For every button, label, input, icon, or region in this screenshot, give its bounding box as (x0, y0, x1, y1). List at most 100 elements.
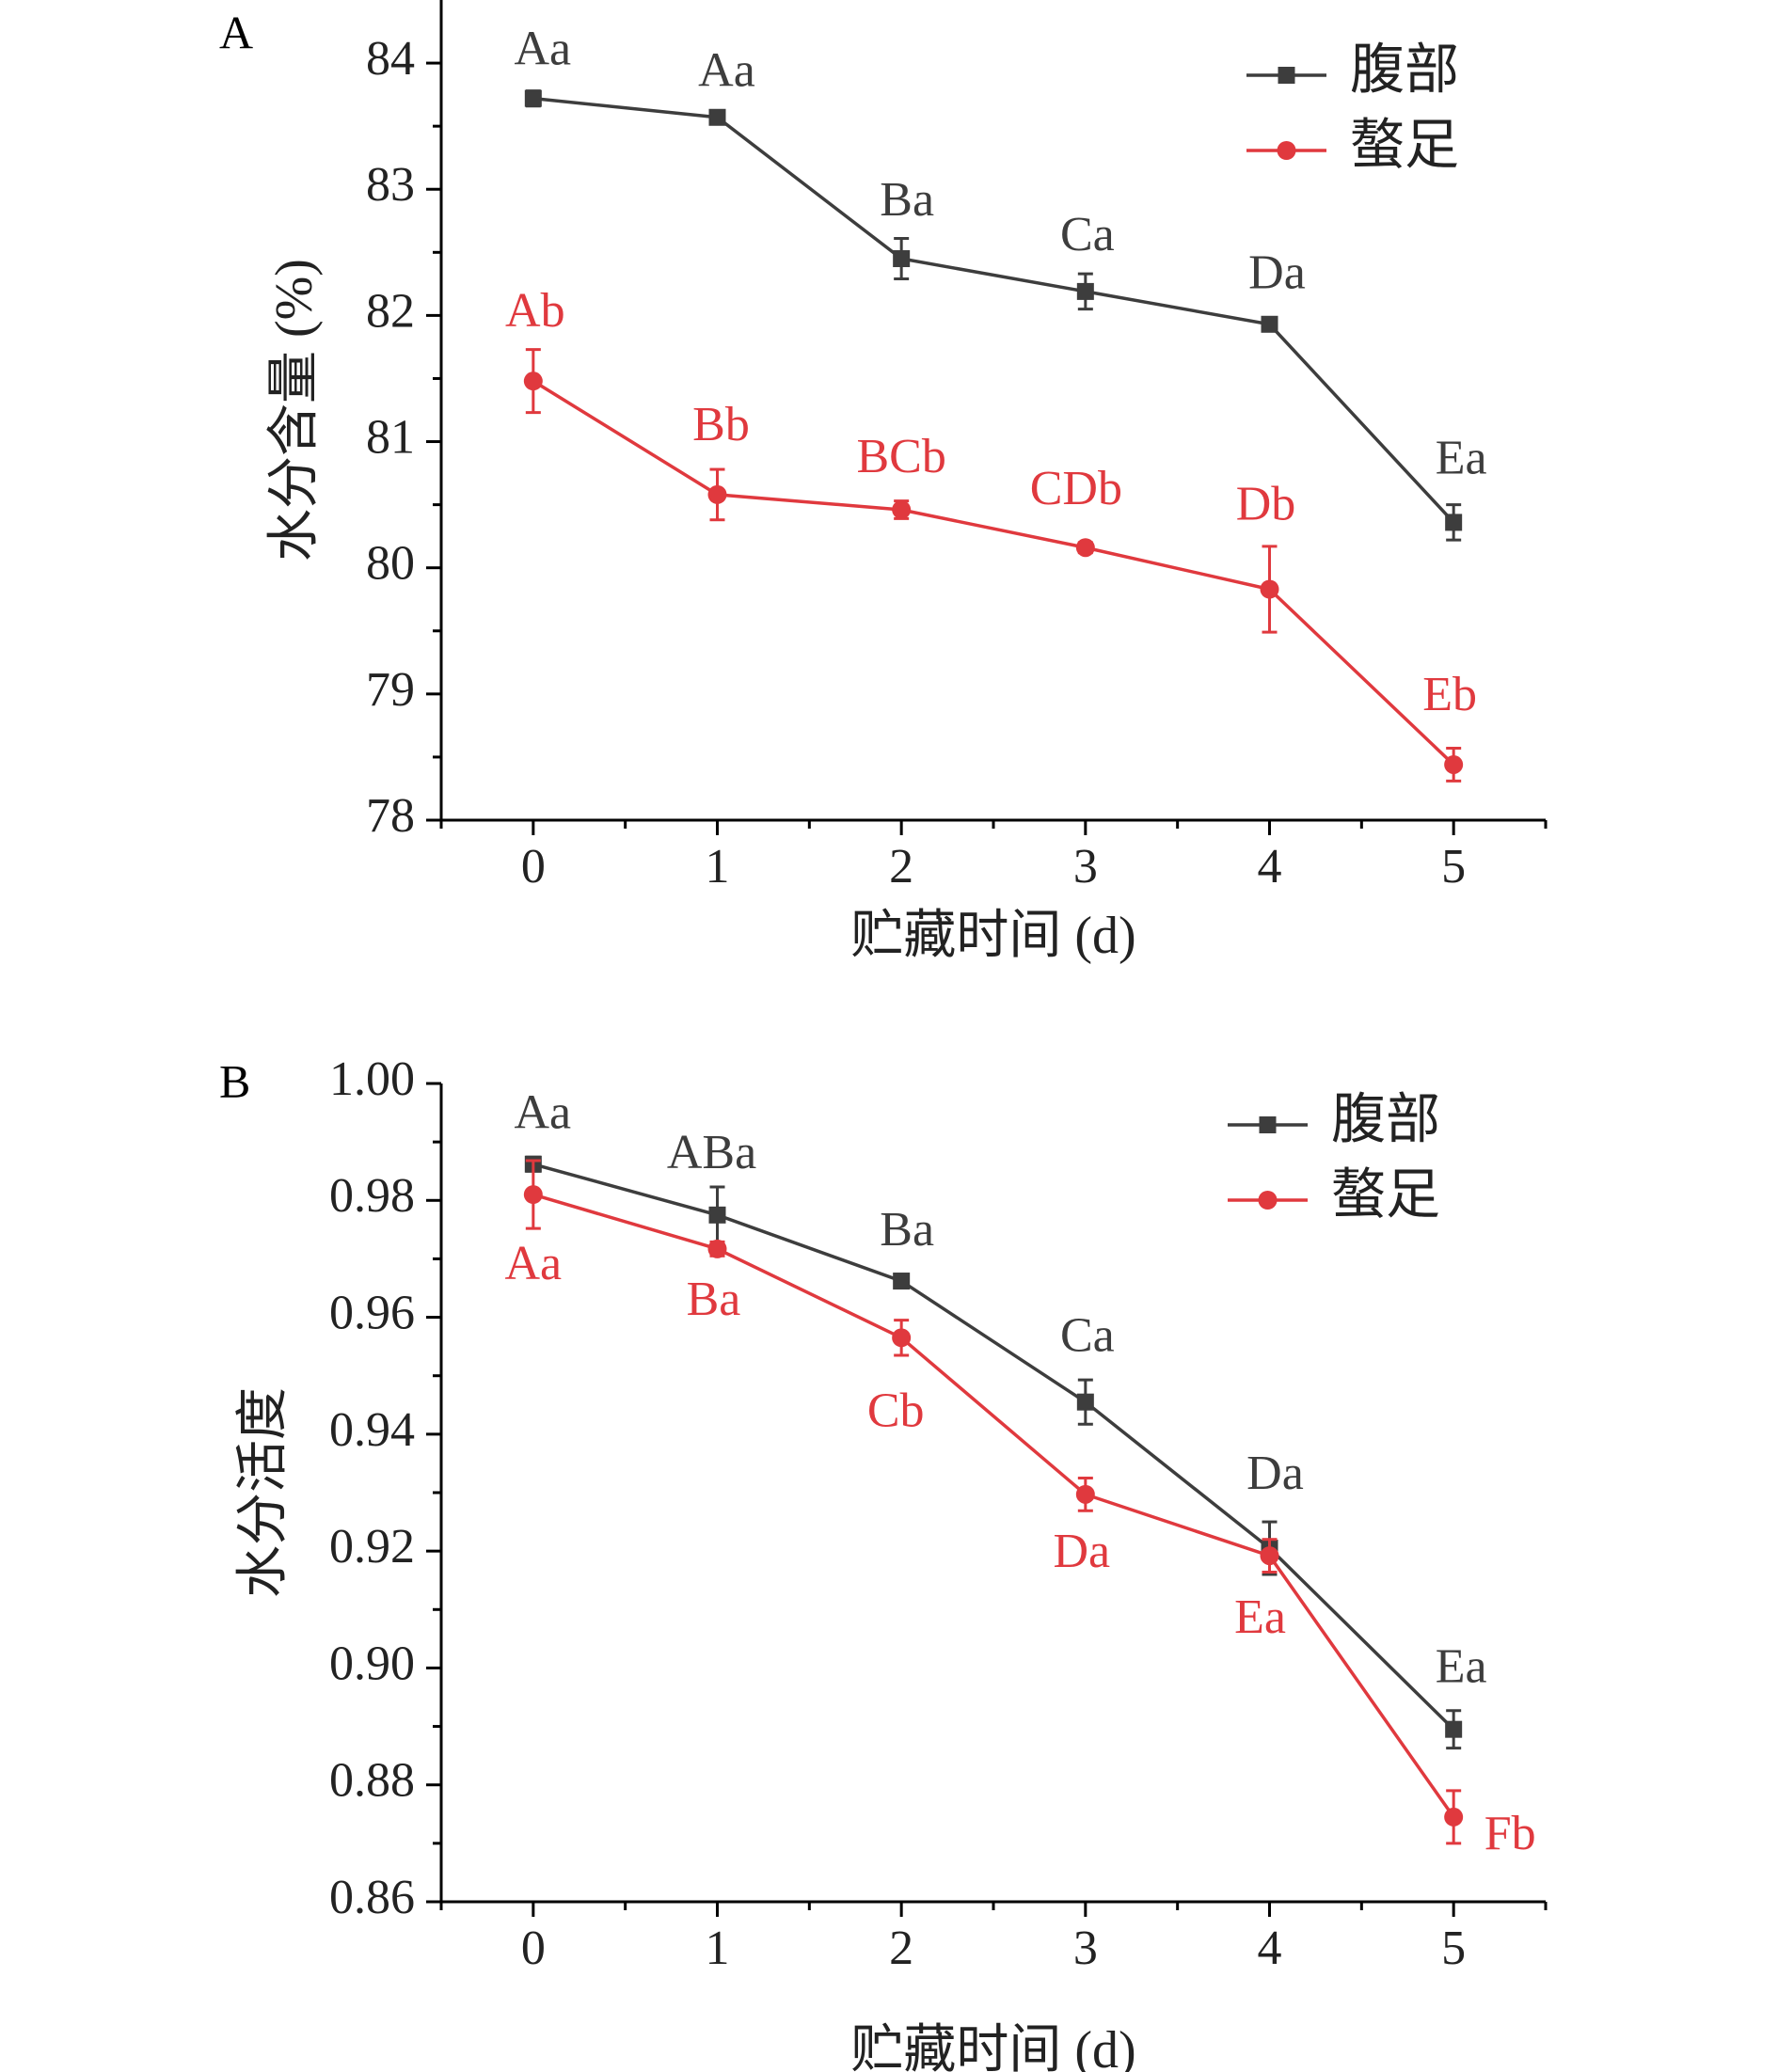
significance-label: Ca (1060, 208, 1115, 261)
significance-label: Aa (515, 23, 572, 76)
series-line (532, 1193, 1455, 1818)
data-point (893, 1273, 911, 1290)
x-tick-label: 2 (889, 1922, 913, 1975)
series-1: Aa Ba Cb Da Ea Fb (505, 1159, 1536, 1860)
y-axis-label: 水分含量 (%) (265, 259, 324, 561)
significance-label: Cb (867, 1384, 925, 1437)
legend-label: 腹部 (1331, 1088, 1440, 1149)
legend-marker (1258, 1191, 1278, 1210)
data-point (707, 1239, 727, 1258)
series-line (532, 379, 1455, 767)
legend-marker (1259, 1116, 1277, 1133)
x-tick-label: 1 (706, 840, 730, 894)
significance-label: Ba (880, 173, 934, 227)
y-tick-label: 0.88 (329, 1754, 415, 1808)
significance-label: Aa (505, 1237, 563, 1290)
legend-marker (1277, 141, 1296, 160)
y-tick-label: 0.94 (329, 1403, 415, 1457)
x-tick-label: 4 (1258, 840, 1282, 894)
y-tick-label: 0.86 (329, 1871, 415, 1924)
x-tick-label: 0 (521, 840, 546, 894)
data-point (1445, 1720, 1463, 1738)
legend-label: 螯足 (1331, 1163, 1440, 1225)
significance-label: Fb (1484, 1807, 1536, 1860)
data-point (1076, 282, 1094, 300)
y-tick-label: 0.92 (329, 1520, 415, 1574)
legend-label: 腹部 (1350, 39, 1459, 100)
series-line (532, 96, 1455, 524)
x-tick-label: 0 (521, 1922, 546, 1975)
significance-label: Ea (1436, 1640, 1487, 1694)
data-point (893, 250, 911, 268)
x-axis-label: 贮藏时间 (d) (850, 907, 1135, 965)
data-point (1076, 1393, 1094, 1411)
data-point (1444, 754, 1464, 774)
data-point (1075, 538, 1095, 558)
significance-label: Ba (687, 1273, 741, 1326)
y-tick-label: 80 (366, 537, 415, 591)
significance-label: Ba (880, 1203, 934, 1257)
x-tick-label: 5 (1441, 1922, 1466, 1975)
data-point (1444, 1807, 1464, 1827)
panel-label: A (219, 6, 253, 58)
data-point (1261, 315, 1278, 333)
y-tick-label: 84 (366, 32, 415, 86)
x-axis-label: 贮藏时间 (d) (850, 2021, 1135, 2072)
series-0: Aa ABa Ba Ca Da Ea (515, 1086, 1487, 1750)
y-tick-label: 83 (366, 158, 415, 212)
y-tick-label: 0.98 (329, 1169, 415, 1223)
significance-label: Bb (692, 398, 750, 451)
y-tick-label: 82 (366, 284, 415, 338)
x-tick-label: 1 (706, 1922, 730, 1975)
y-tick-label: 78 (366, 789, 415, 843)
data-point (708, 108, 726, 126)
significance-label: ABa (667, 1126, 756, 1179)
significance-label: Ab (505, 284, 565, 338)
data-point (524, 89, 542, 107)
data-point (708, 1206, 726, 1224)
y-tick-label: 81 (366, 410, 415, 464)
data-point (892, 499, 912, 519)
significance-label: Ea (1234, 1590, 1286, 1644)
x-tick-label: 3 (1073, 840, 1098, 894)
data-point (1260, 579, 1279, 599)
significance-label: Aa (698, 44, 755, 98)
series-0: Aa Aa Ba Ca Da Ea (515, 23, 1487, 542)
significance-label: CDb (1030, 462, 1122, 515)
significance-label: Ca (1060, 1309, 1115, 1363)
y-tick-label: 0.90 (329, 1637, 415, 1690)
y-axis-label: 水分活度 (234, 1387, 293, 1598)
legend-label: 螯足 (1350, 114, 1459, 175)
data-point (1260, 1546, 1279, 1566)
chart-panel-B: B 0.86 0.88 0.90 0.92 0.94 0.96 0.98 1.00 0 1 2 3 4 5 贮… (219, 1052, 1548, 2072)
y-tick-label: 1.00 (329, 1052, 415, 1106)
x-tick-label: 2 (889, 840, 913, 894)
data-point (523, 372, 543, 391)
x-tick-label: 4 (1258, 1922, 1282, 1975)
x-tick-label: 5 (1441, 840, 1466, 894)
significance-label: Aa (515, 1086, 572, 1140)
series-line (532, 1163, 1455, 1731)
legend-marker (1278, 67, 1295, 84)
significance-label: Da (1246, 1447, 1304, 1500)
data-point (1075, 1484, 1095, 1504)
series-1: Ab Bb BCb CDb Db Eb (505, 284, 1477, 783)
data-point (523, 1185, 543, 1205)
significance-label: Ea (1436, 431, 1487, 484)
x-tick-label: 3 (1073, 1922, 1098, 1975)
significance-label: BCb (856, 430, 945, 483)
y-tick-label: 0.96 (329, 1287, 415, 1340)
data-point (707, 484, 727, 504)
significance-label: Da (1248, 246, 1306, 300)
significance-label: Da (1054, 1525, 1111, 1578)
panel-label: B (219, 1054, 250, 1107)
significance-label: Eb (1422, 668, 1477, 721)
data-point (892, 1328, 912, 1348)
y-tick-label: 79 (366, 663, 415, 717)
data-point (1445, 514, 1463, 531)
significance-label: Db (1236, 477, 1296, 530)
